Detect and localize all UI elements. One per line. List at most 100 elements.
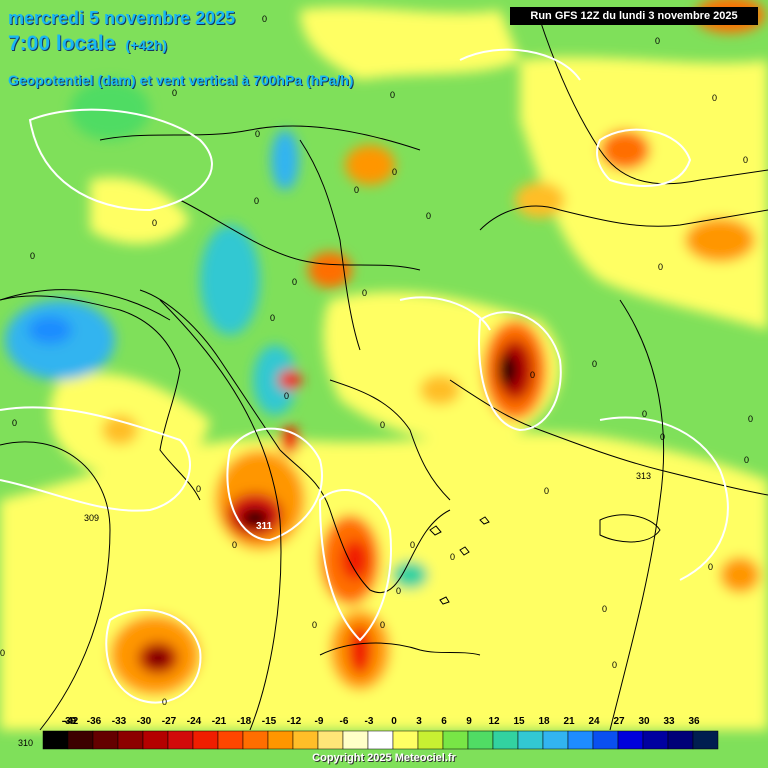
field-dark-sw xyxy=(150,652,166,664)
legend-tick-label: 0 xyxy=(391,716,397,727)
field-orange-north xyxy=(345,145,395,185)
legend-colorbar xyxy=(42,730,719,750)
contour-5 xyxy=(0,406,191,512)
zero-label: 0 xyxy=(312,620,317,630)
legend-tick-label: 15 xyxy=(513,716,525,727)
legend-swatch xyxy=(192,730,219,750)
geopotential-label: 313 xyxy=(636,471,651,481)
coastline-turkey xyxy=(449,379,768,496)
zero-label: 0 xyxy=(642,409,647,419)
coastlines xyxy=(0,19,768,656)
zero-label: 0 xyxy=(450,552,455,562)
legend-ticks: -42-39 -36 -33 -30 -27 -24 -21 -18 -15 -12 -9 -6 -3 0… xyxy=(62,716,700,727)
legend-tick-label: -42 xyxy=(64,716,79,727)
zero-label: 0 xyxy=(362,288,367,298)
legend-swatch xyxy=(392,730,419,750)
zero-label: 0 xyxy=(12,418,17,428)
zero-label: 0 xyxy=(232,540,237,550)
zero-label: 0 xyxy=(744,455,749,465)
legend-tick-label: 12 xyxy=(488,716,500,727)
legend-tick-label: -36 xyxy=(87,716,102,727)
legend-tick-label: 21 xyxy=(563,716,575,727)
legend-swatch xyxy=(542,730,569,750)
legend-swatch xyxy=(617,730,644,750)
contour-7 xyxy=(596,128,692,187)
field-yellow-south xyxy=(0,432,768,730)
zero-label: 0 xyxy=(262,14,267,24)
legend-tick-label: -3 xyxy=(365,716,374,727)
zero-label: 0 xyxy=(396,586,401,596)
legend-swatch xyxy=(42,730,69,750)
zero-label: 0 xyxy=(284,391,289,401)
zero-contours xyxy=(0,48,729,704)
field-cyan-central xyxy=(200,225,260,335)
coastline-crete xyxy=(319,642,481,656)
legend-swatch xyxy=(567,730,594,750)
zero-label: 0 xyxy=(354,185,359,195)
legend-swatch xyxy=(167,730,194,750)
contour-2 xyxy=(318,489,392,642)
legend-swatch xyxy=(117,730,144,750)
contour-4 xyxy=(105,609,202,704)
field-orange-north-2 xyxy=(308,252,352,288)
zero-label: 0 xyxy=(380,420,385,430)
legend-swatch xyxy=(692,730,719,750)
contour-10 xyxy=(459,48,581,81)
legend-tick-label: -9 xyxy=(315,716,324,727)
field-orange-ne xyxy=(600,130,650,170)
legend-tick-label: 18 xyxy=(538,716,550,727)
zero-label: 0 xyxy=(592,359,597,369)
border-balkan-2 xyxy=(299,139,361,351)
field-dark-greece xyxy=(241,509,269,527)
parameter-label: Geopotentiel (dam) et vent vertical à 70… xyxy=(8,72,354,88)
legend-swatch xyxy=(242,730,269,750)
legend-tick-label: 3 xyxy=(416,716,422,727)
legend-swatch xyxy=(317,730,344,750)
legend-tick-label: 6 xyxy=(441,716,447,727)
zero-label: 0 xyxy=(255,129,260,139)
field-orange-east xyxy=(685,218,755,262)
geopotential-label: 310 xyxy=(18,738,33,748)
legend-swatch xyxy=(367,730,394,750)
field-orange-east-2 xyxy=(720,557,760,593)
field-orange-black-sea xyxy=(515,182,565,218)
field-orange-center xyxy=(420,375,460,405)
zero-label: 0 xyxy=(660,432,665,442)
legend-swatch xyxy=(592,730,619,750)
zero-label: 0 xyxy=(196,484,201,494)
zero-label: 0 xyxy=(743,155,748,165)
contour-6 xyxy=(28,108,213,212)
legend-swatch xyxy=(67,730,94,750)
field-cyan-north xyxy=(271,130,299,190)
legend-swatch xyxy=(267,730,294,750)
legend-tick-label: 27 xyxy=(613,716,625,727)
run-info: Run GFS 12Z du lundi 3 novembre 2025 xyxy=(510,7,758,25)
legend-swatch xyxy=(292,730,319,750)
legend-tick-label: -30 xyxy=(137,716,152,727)
zero-label: 0 xyxy=(658,262,663,272)
contour-3 xyxy=(478,311,562,432)
zero-label: 0 xyxy=(390,90,395,100)
legend-swatch xyxy=(467,730,494,750)
geopotential-line-north xyxy=(0,289,171,321)
legend-tick-label: 36 xyxy=(688,716,700,727)
legend-tick-label: -39 xyxy=(62,716,77,727)
border-north xyxy=(99,125,421,151)
coastline-cyprus xyxy=(599,514,661,543)
zero-label: 0 xyxy=(602,604,607,614)
zero-label: 0 xyxy=(380,620,385,630)
zero-label: 0 xyxy=(152,218,157,228)
legend-swatch xyxy=(217,730,244,750)
legend-swatch xyxy=(492,730,519,750)
geopotential-line-313 xyxy=(609,299,665,731)
legend-tick-label: 9 xyxy=(466,716,472,727)
zero-label: 0 xyxy=(30,251,35,261)
contour-1 xyxy=(226,427,323,542)
zero-label: 0 xyxy=(292,277,297,287)
lead-time: (+42h) xyxy=(125,37,168,53)
zero-label: 0 xyxy=(708,562,713,572)
contour-8 xyxy=(399,296,491,331)
coastline-black-sea xyxy=(479,205,768,231)
zero-label: 0 xyxy=(544,486,549,496)
